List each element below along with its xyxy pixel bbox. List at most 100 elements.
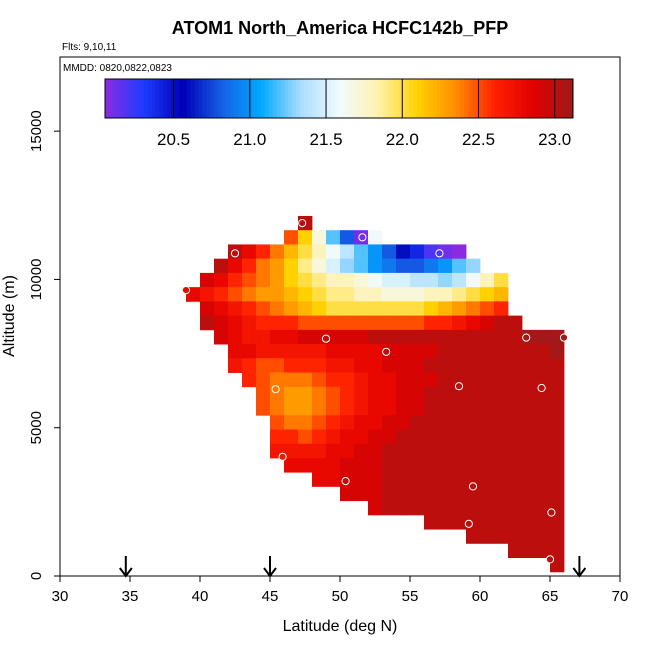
colorbar-swatch	[436, 79, 441, 118]
heatmap-cell	[438, 315, 453, 331]
heatmap-cell	[438, 329, 453, 345]
heatmap-cell	[522, 529, 537, 544]
heatmap-cell	[298, 329, 313, 345]
colorbar-swatch	[405, 79, 410, 118]
colorbar-swatch	[456, 79, 461, 118]
x-tick-label: 45	[262, 588, 279, 605]
colorbar-swatch	[206, 79, 211, 118]
heatmap-cell	[452, 287, 467, 302]
heatmap-cell	[382, 244, 397, 260]
heatmap-cell	[480, 287, 495, 302]
heatmap-cell	[452, 372, 467, 388]
heatmap-cell	[368, 372, 383, 388]
heatmap-cell	[382, 258, 397, 274]
heatmap-cell	[438, 372, 453, 388]
heatmap-cell	[410, 344, 425, 359]
heatmap-cell	[354, 372, 369, 388]
heatmap-cell	[494, 486, 509, 502]
heatmap-cell	[298, 315, 313, 331]
heatmap-cell	[270, 372, 285, 388]
heatmap-cell	[354, 358, 369, 373]
colorbar-swatch	[495, 79, 500, 118]
colorbar-swatch	[483, 79, 488, 118]
heatmap-cell	[284, 429, 299, 445]
heatmap-cell	[550, 401, 565, 416]
heatmap-cell	[452, 429, 467, 445]
heatmap-cell	[494, 472, 509, 487]
heatmap-cell	[256, 372, 271, 388]
heatmap-cell	[466, 472, 481, 487]
heatmap-cell	[480, 329, 495, 345]
colorbar-swatch	[120, 79, 125, 118]
heatmap-cell	[508, 514, 523, 530]
colorbar-swatch	[132, 79, 137, 118]
heatmap-cell	[508, 415, 523, 430]
heatmap-cell	[354, 401, 369, 416]
heatmap-cell	[452, 329, 467, 345]
heatmap-cell	[480, 457, 495, 473]
colorbar-swatch	[136, 79, 141, 118]
heatmap-cell	[536, 457, 551, 473]
colorbar-swatch	[315, 79, 320, 118]
colorbar-swatch	[190, 79, 196, 118]
heatmap-cell	[326, 315, 341, 331]
heatmap-cell	[424, 358, 439, 373]
heatmap-cell	[326, 272, 341, 288]
heatmap-cell	[522, 386, 537, 402]
sample-point	[559, 333, 569, 342]
colorbar-swatch	[537, 79, 543, 118]
heatmap-cell	[424, 429, 439, 445]
y-tick-label: 0	[28, 572, 45, 580]
heatmap-cell	[270, 358, 285, 373]
colorbar-swatch	[530, 79, 535, 118]
heatmap-cell	[480, 472, 495, 487]
heatmap-cell	[382, 415, 397, 430]
heatmap-cell	[494, 287, 509, 302]
colorbar-swatch	[237, 79, 242, 118]
heatmap-cell	[396, 244, 411, 260]
heatmap-cell	[452, 486, 467, 502]
heatmap-cell	[354, 287, 369, 302]
heatmap-cell	[354, 315, 369, 331]
heatmap-cell	[396, 443, 411, 459]
heatmap-cell	[354, 258, 369, 274]
colorbar-swatch	[557, 79, 562, 118]
heatmap-cell	[270, 415, 285, 430]
heatmap-cell	[438, 301, 453, 317]
heatmap-cell	[242, 287, 257, 302]
heatmap-cell	[424, 472, 439, 487]
heatmap-cell	[242, 344, 257, 359]
colorbar-swatch	[417, 79, 422, 118]
colorbar-swatch	[222, 79, 227, 118]
colorbar-swatch	[288, 79, 293, 118]
colorbar-swatch	[502, 79, 508, 118]
heatmap-cell	[242, 358, 257, 373]
heatmap-cell	[438, 415, 453, 430]
heatmap-cell	[424, 514, 439, 530]
sample-point	[341, 477, 350, 486]
heatmap-cell	[466, 301, 481, 317]
colorbar-swatch	[401, 79, 406, 118]
heatmap-cell	[494, 401, 509, 416]
colorbar-swatch	[514, 79, 519, 118]
heatmap-cell	[466, 344, 481, 359]
sample-markers	[181, 219, 569, 564]
heatmap-cell	[298, 401, 313, 416]
heatmap-cell	[340, 244, 355, 260]
heatmap-cell	[522, 358, 537, 373]
heatmap-cell	[438, 258, 453, 274]
sample-point	[522, 333, 531, 342]
heatmap-cell	[312, 287, 327, 302]
heatmap-cell	[368, 258, 383, 274]
heatmap-cell	[522, 514, 537, 530]
sample-point	[454, 382, 464, 391]
colorbar-swatch	[467, 79, 473, 118]
heatmap-cell	[522, 372, 537, 388]
heatmap-cell	[256, 287, 271, 302]
heatmap-cell	[466, 315, 481, 331]
colorbar-swatch	[319, 79, 324, 118]
heatmap-cell	[284, 329, 299, 345]
heatmap-cell	[284, 272, 299, 288]
y-tick-label: 10000	[28, 259, 45, 301]
heatmap-cell	[438, 358, 453, 373]
